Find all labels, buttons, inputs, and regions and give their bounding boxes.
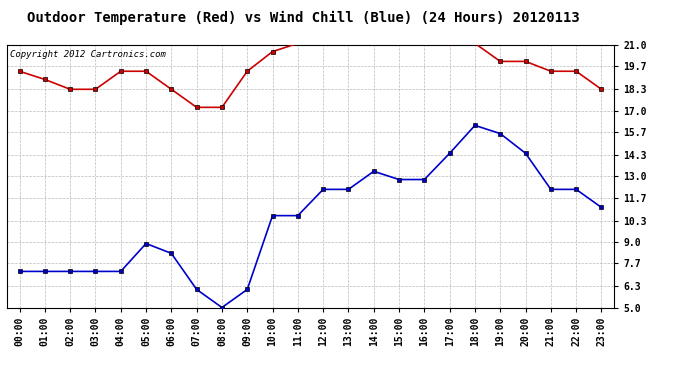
Text: Copyright 2012 Cartronics.com: Copyright 2012 Cartronics.com — [10, 50, 166, 59]
Text: Outdoor Temperature (Red) vs Wind Chill (Blue) (24 Hours) 20120113: Outdoor Temperature (Red) vs Wind Chill … — [27, 11, 580, 26]
